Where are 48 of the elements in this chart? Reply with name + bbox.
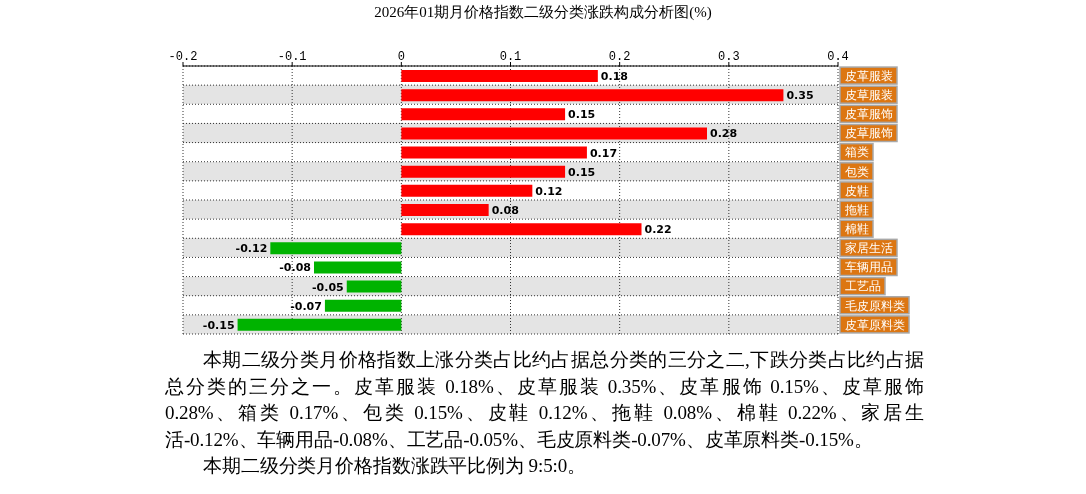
- x-tick-label: 0.1: [499, 50, 522, 64]
- y-tick-label: 家居生活: [844, 241, 893, 256]
- y-tick-label: 棉鞋: [844, 222, 869, 237]
- x-tick-label: 0.3: [718, 50, 740, 64]
- data-label: -0.05: [312, 280, 344, 294]
- y-tick-label: 车辆用品: [844, 260, 893, 275]
- bar: [401, 146, 587, 159]
- x-tick-label: 0.4: [827, 50, 849, 64]
- data-label: 0.08: [491, 203, 519, 217]
- data-label: 0.15: [568, 108, 596, 122]
- y-tick-label: 皮革原料类: [844, 317, 905, 332]
- y-tick-label: 皮革服装: [844, 68, 893, 83]
- bar: [401, 70, 598, 82]
- data-label: 0.15: [568, 165, 596, 179]
- y-tick-label: 拖鞋: [843, 202, 869, 217]
- bar: [401, 184, 533, 197]
- chart-title: 2026年01期月价格指数二级分类涨跌构成分析图(%): [373, 3, 713, 21]
- data-label: 0.18: [600, 69, 628, 83]
- text: 本期二级分类月价格指数涨跌平比例为 9:5:0。: [202, 454, 587, 478]
- bar: [401, 108, 566, 121]
- data-label: -0.08: [279, 261, 311, 275]
- x-tick-label: -0.2: [168, 50, 198, 64]
- y-tick-label: 毛皮原料类: [844, 298, 905, 313]
- bar: [314, 261, 402, 274]
- bar: [237, 318, 402, 331]
- y-tick-label: 皮草服装: [844, 88, 893, 103]
- data-label: 0.35: [786, 89, 814, 103]
- data-label: -0.15: [202, 318, 235, 332]
- y-tick-label: 皮革服饰: [844, 107, 893, 122]
- y-tick-label: 工艺品: [844, 279, 881, 294]
- x-tick-label: -0.1: [277, 50, 307, 64]
- bar: [401, 165, 566, 178]
- y-tick-label: 包类: [844, 164, 869, 179]
- bar: [346, 280, 402, 293]
- bar: [401, 204, 489, 216]
- data-label: 0.12: [535, 184, 563, 198]
- data-label: 0.22: [644, 223, 672, 237]
- data-label: -0.12: [235, 242, 268, 256]
- y-tick-label: 箱类: [844, 145, 869, 160]
- y-tick-label: 皮鞋: [844, 183, 869, 198]
- data-label: 0.28: [710, 127, 738, 141]
- y-tick-label: 皮草服饰: [844, 126, 893, 141]
- text: 本期二级分类月价格指数上涨分类占比约占据总分类的三分之二,下跌分类占比约占据总分类的三分之一。皮革服装 0.18%、皮草服装 0.35%、皮革服饰 0.15%、皮草服饰 0.28%、箱类 0.17%、包类 0.15%、皮鞋 0.12%、拖鞋 0.08%、棉鞋 0.22%、家居生活-0.12%、车辆用品-0.08%、工艺品-0.05%、毛皮原料类-0.07%、皮革原料类-0.15%。: [165, 348, 924, 452]
- bar: [324, 299, 402, 312]
- x-tick-label: 0: [397, 50, 405, 64]
- data-label: 0.17: [589, 146, 618, 160]
- data-label: -0.07: [290, 299, 322, 313]
- x-tick-label: 0.2: [608, 50, 631, 64]
